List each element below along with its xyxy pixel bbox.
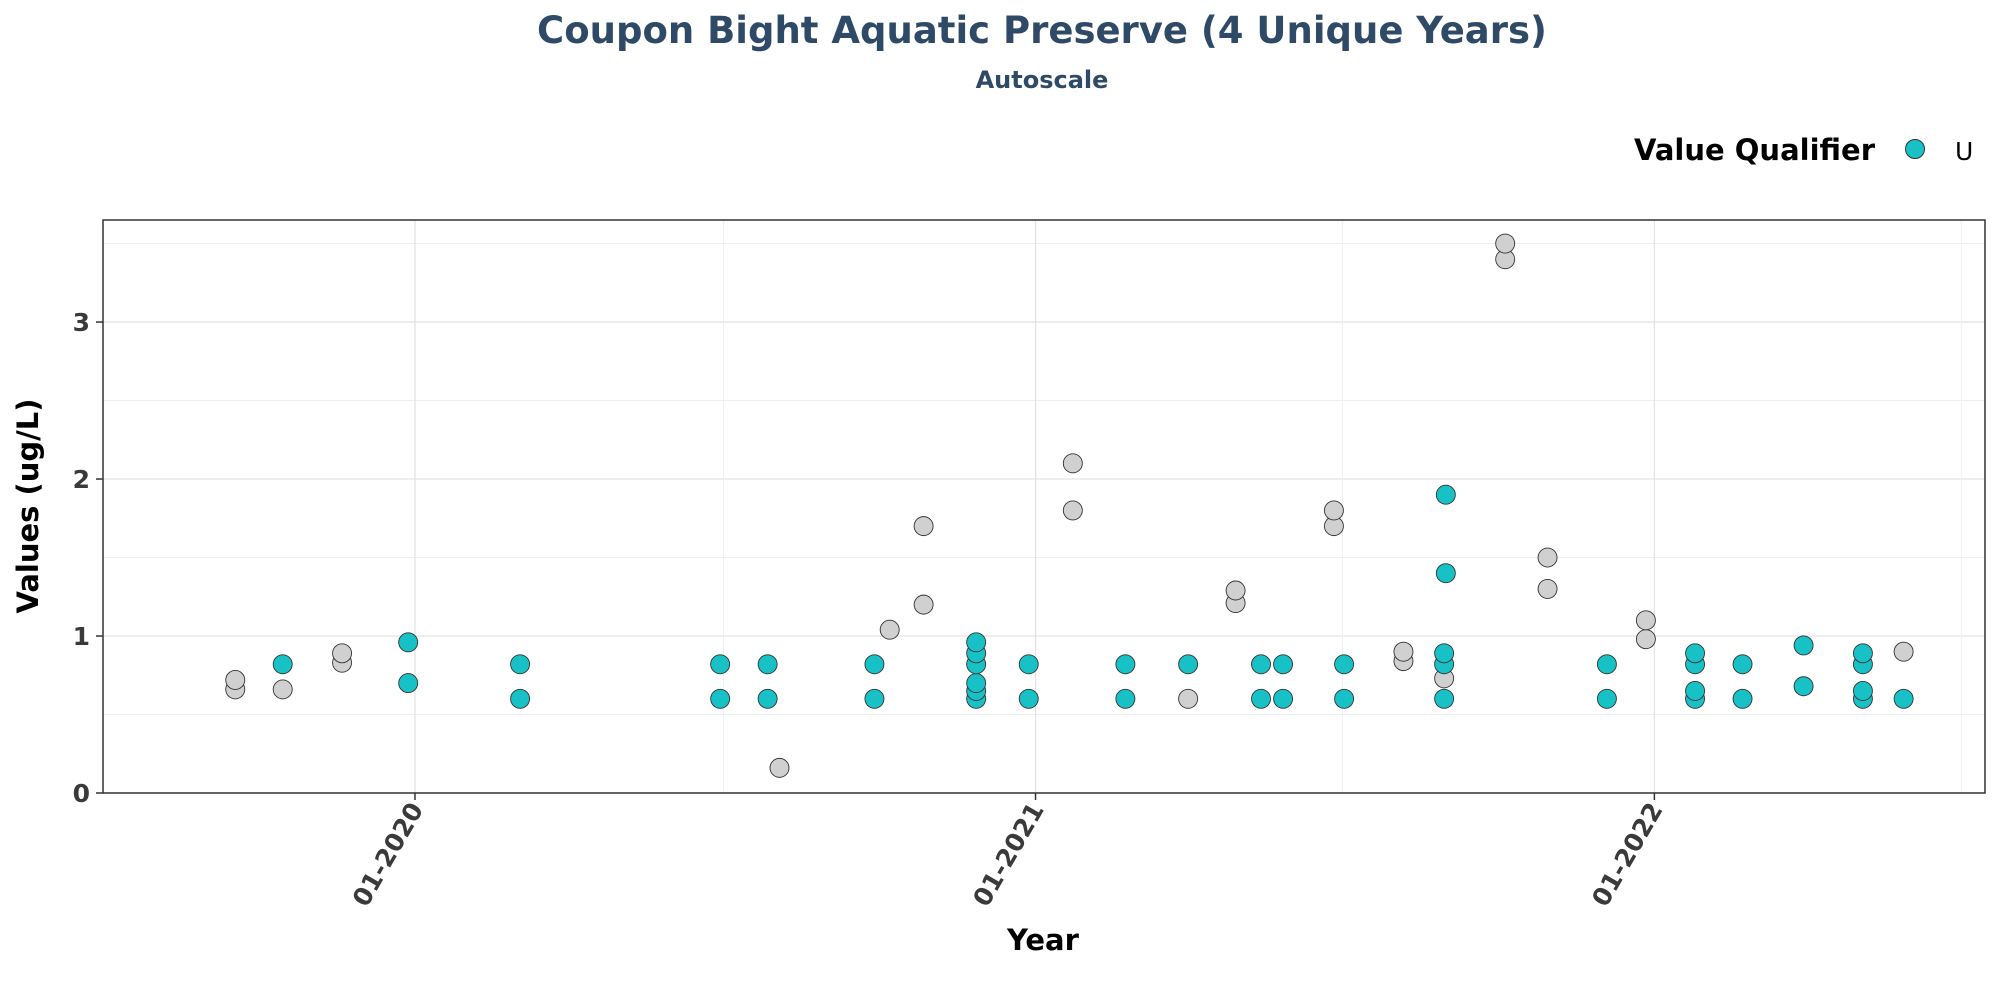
- data-point-qualified: [1273, 688, 1294, 709]
- data-point-qualified: [1685, 681, 1706, 701]
- data-point-qualified: [710, 654, 731, 675]
- y-tick-label: 1: [73, 622, 90, 651]
- data-point-qualified: [1596, 688, 1617, 709]
- data-point-qualified: [1793, 635, 1814, 656]
- data-point: [1635, 629, 1656, 650]
- y-tick-label: 3: [73, 308, 90, 337]
- data-point-qualified: [864, 654, 885, 675]
- data-point: [1635, 610, 1656, 631]
- data-point-qualified: [1435, 563, 1456, 584]
- x-axis: 01-2020 01-2021 01-2022: [347, 793, 1669, 911]
- data-point: [1062, 453, 1083, 474]
- data-point-qualified: [864, 688, 885, 709]
- data-point-qualified: [1018, 688, 1039, 709]
- grid: [102, 220, 1985, 794]
- legend: Value Qualifier U: [1634, 133, 1973, 167]
- data-point-qualified: [1434, 688, 1455, 709]
- data-point: [1323, 500, 1344, 521]
- data-point: [225, 670, 246, 690]
- data-point-qualified: [1852, 643, 1873, 664]
- y-tick-label: 2: [73, 465, 90, 494]
- data-point: [1178, 688, 1199, 709]
- data-point-qualified: [272, 654, 293, 675]
- data-point: [913, 516, 934, 537]
- data-point-qualified: [1251, 688, 1271, 709]
- y-axis-title: Values (ug/L): [11, 398, 45, 613]
- data-point-qualified: [1893, 688, 1914, 709]
- data-point: [1537, 547, 1558, 568]
- y-axis: 0 1 2 3: [73, 308, 103, 808]
- data-point-qualified: [1685, 643, 1706, 664]
- data-point-qualified: [966, 673, 987, 694]
- data-point: [1225, 580, 1246, 601]
- data-point: [879, 619, 900, 640]
- data-point-qualified: [1793, 676, 1814, 697]
- data-point-qualified: [710, 688, 731, 709]
- data-point-qualified: [1178, 654, 1199, 675]
- y-tick-label: 0: [73, 779, 90, 808]
- data-point-qualified: [1732, 688, 1753, 709]
- x-tick-label: 01-2021: [967, 798, 1049, 912]
- data-point-qualified: [1018, 654, 1039, 675]
- data-point-qualified: [1115, 688, 1136, 709]
- data-point-qualified: [1334, 654, 1355, 675]
- legend-marker-u: [1905, 139, 1925, 159]
- data-point-qualified: [1115, 654, 1136, 675]
- legend-label-u: U: [1955, 137, 1973, 166]
- data-point: [272, 679, 293, 700]
- chart-subtitle: Autoscale: [976, 66, 1109, 94]
- x-axis-title: Year: [1006, 923, 1080, 957]
- data-points: [225, 233, 1914, 778]
- data-point-qualified: [398, 673, 419, 694]
- data-point: [769, 757, 790, 778]
- data-point: [332, 643, 353, 664]
- data-point-qualified: [1251, 654, 1271, 675]
- data-point-qualified: [398, 632, 419, 653]
- data-point-qualified: [1435, 484, 1456, 505]
- data-point: [1893, 641, 1914, 662]
- data-point-qualified: [1334, 688, 1355, 709]
- data-point: [1062, 500, 1083, 521]
- legend-title: Value Qualifier: [1634, 133, 1876, 167]
- data-point-qualified: [1732, 654, 1753, 675]
- data-point: [1495, 233, 1516, 254]
- data-point-qualified: [1273, 654, 1294, 675]
- x-tick-label: 01-2020: [347, 798, 429, 912]
- data-point: [913, 594, 934, 615]
- data-point-qualified: [757, 654, 778, 675]
- data-point: [1393, 641, 1414, 662]
- data-point-qualified: [757, 688, 778, 709]
- data-point-qualified: [510, 688, 531, 709]
- data-point-qualified: [510, 654, 531, 675]
- plot-border: [102, 219, 1986, 794]
- data-point-qualified: [966, 632, 987, 653]
- data-point-qualified: [1434, 643, 1455, 664]
- data-point-qualified: [1852, 681, 1873, 701]
- x-tick-label: 01-2022: [1586, 798, 1668, 912]
- chart-title: Coupon Bight Aquatic Preserve (4 Unique …: [537, 9, 1547, 52]
- data-point-qualified: [1596, 654, 1617, 675]
- data-point: [1537, 578, 1558, 599]
